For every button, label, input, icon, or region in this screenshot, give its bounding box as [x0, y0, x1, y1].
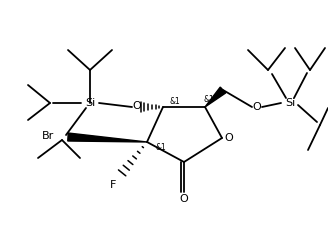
Polygon shape — [205, 87, 226, 107]
Polygon shape — [68, 133, 147, 142]
Text: F: F — [110, 180, 116, 190]
Text: &1: &1 — [155, 144, 166, 153]
Text: O: O — [133, 101, 141, 111]
Text: O: O — [180, 194, 188, 204]
Text: Br: Br — [42, 131, 54, 141]
Text: Si: Si — [285, 98, 295, 108]
Text: O: O — [253, 102, 261, 112]
Text: &1: &1 — [170, 98, 180, 106]
Text: O: O — [225, 133, 234, 143]
Text: &1: &1 — [204, 95, 215, 104]
Text: Si: Si — [85, 98, 95, 108]
